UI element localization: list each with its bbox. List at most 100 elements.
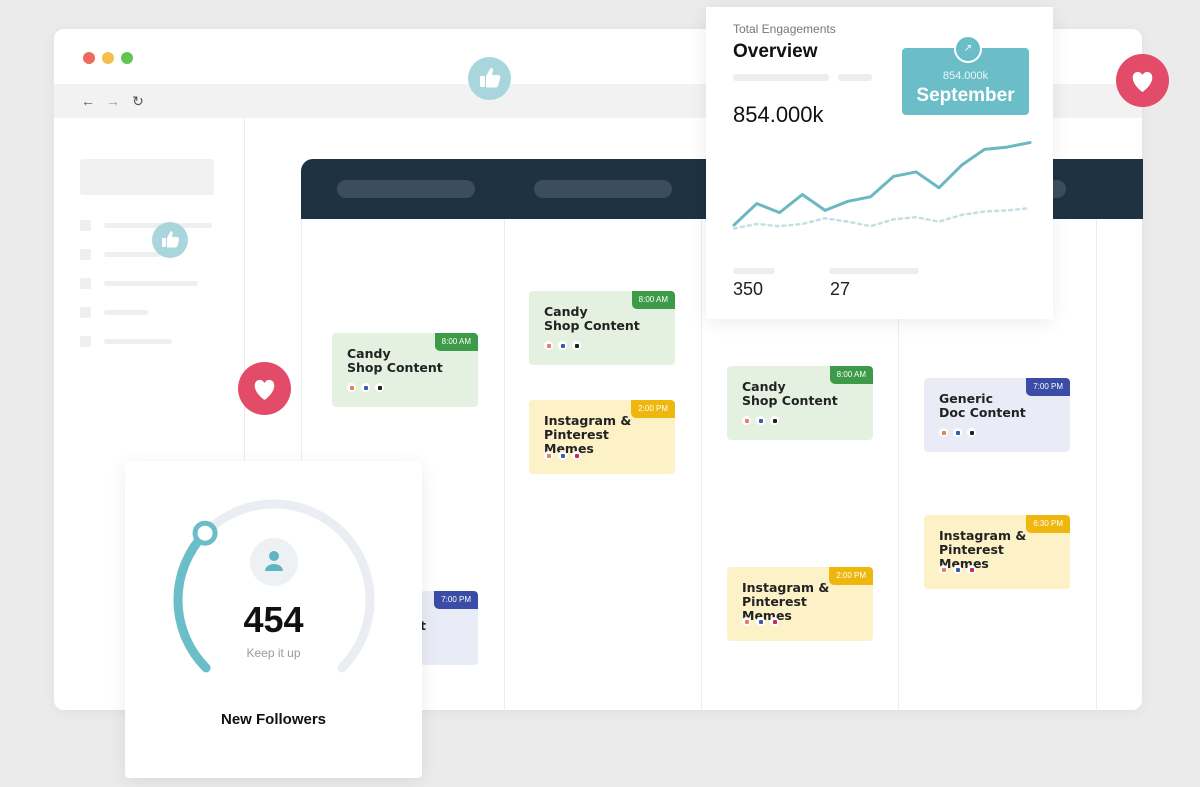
event-title: Candy Shop Content: [347, 346, 443, 375]
instagram-icon: [347, 383, 356, 392]
heart-icon: [238, 362, 291, 415]
followers-subtitle: Keep it up: [246, 646, 301, 660]
reload-icon[interactable]: ↻: [132, 93, 144, 109]
pinterest-icon: [967, 565, 976, 574]
user-icon: [265, 551, 283, 571]
thumbs-up-icon: [468, 57, 511, 100]
engagement-line-chart: [732, 141, 1032, 230]
followers-progress-gauge: [173, 499, 375, 673]
event-platform-icons: [939, 428, 976, 437]
event-time-badge: 6:30 PM: [1026, 515, 1070, 533]
minimize-window-button[interactable]: [102, 52, 114, 64]
event-title: Candy Shop Content: [742, 379, 838, 408]
pinterest-icon: [770, 617, 779, 626]
sidebar-divider: [244, 118, 245, 710]
followers-count: 454: [243, 599, 304, 640]
event-card[interactable]: Instagram & Pinterest Memes 2:00 PM: [529, 400, 675, 474]
tiktok-icon: [572, 341, 581, 350]
new-followers-card: 454 Keep it up New Followers: [125, 461, 422, 778]
event-card[interactable]: Generic Doc Content 7:00 PM: [924, 378, 1070, 452]
calendar-day-header-placeholder[interactable]: [534, 180, 672, 198]
instagram-icon: [544, 451, 553, 460]
trend-arrow-icon: ↗: [954, 35, 982, 63]
event-time-badge: 2:00 PM: [631, 400, 675, 418]
event-platform-icons: [742, 416, 779, 425]
event-title: Instagram & Pinterest Memes: [939, 528, 1027, 571]
event-card[interactable]: Candy Shop Content 8:00 AM: [727, 366, 873, 440]
sidebar-item-icon: [80, 307, 91, 318]
badge-value: 854.000k: [942, 70, 989, 82]
placeholder-bar: [829, 268, 919, 274]
forward-arrow-icon[interactable]: →: [106, 93, 120, 109]
calendar-day-header-placeholder[interactable]: [337, 180, 475, 198]
sidebar-item-placeholder[interactable]: [104, 281, 198, 286]
tiktok-icon: [375, 383, 384, 392]
overview-title: Overview: [733, 41, 818, 62]
event-time-badge: 2:00 PM: [829, 567, 873, 585]
instagram-icon: [544, 341, 553, 350]
series-line-secondary: [732, 206, 1032, 230]
heart-icon: [1116, 54, 1169, 107]
close-window-button[interactable]: [83, 52, 95, 64]
pinterest-icon: [572, 451, 581, 460]
event-card[interactable]: Candy Shop Content 8:00 AM: [332, 333, 478, 407]
maximize-window-button[interactable]: [121, 52, 133, 64]
placeholder-bar: [733, 74, 829, 81]
facebook-icon: [558, 451, 567, 460]
sidebar-header-placeholder: [80, 159, 214, 195]
facebook-icon: [756, 617, 765, 626]
placeholder-bar: [733, 268, 775, 274]
sidebar-item-icon: [80, 278, 91, 289]
placeholder-bar: [838, 74, 872, 81]
sidebar-item-placeholder[interactable]: [104, 310, 148, 315]
event-time-badge: 8:00 AM: [829, 366, 873, 384]
calendar-column-divider: [504, 219, 505, 710]
calendar-column-divider: [1096, 219, 1097, 710]
instagram-icon: [742, 617, 751, 626]
tiktok-icon: [770, 416, 779, 425]
calendar-column-divider: [898, 219, 899, 710]
facebook-icon: [756, 416, 765, 425]
sidebar-item-icon: [80, 249, 91, 260]
facebook-icon: [953, 428, 962, 437]
event-card[interactable]: Instagram & Pinterest Memes 2:00 PM: [727, 567, 873, 641]
stat-value: 27: [830, 279, 851, 299]
instagram-icon: [939, 565, 948, 574]
instagram-icon: [939, 428, 948, 437]
sidebar-item-placeholder[interactable]: [104, 339, 172, 344]
event-title: Generic Doc Content: [939, 391, 1026, 420]
event-time-badge: 7:00 PM: [434, 591, 478, 609]
facebook-icon: [361, 383, 370, 392]
facebook-icon: [953, 565, 962, 574]
event-title: t: [420, 618, 426, 633]
event-card[interactable]: Candy Shop Content 8:00 AM: [529, 291, 675, 365]
event-platform-icons: [544, 451, 581, 460]
event-time-badge: 8:00 AM: [434, 333, 478, 351]
badge-month: September: [916, 85, 1015, 106]
sidebar-item-icon: [80, 336, 91, 347]
event-platform-icons: [544, 341, 581, 350]
stat-value: 350: [733, 279, 764, 299]
event-card[interactable]: Instagram & Pinterest Memes 6:30 PM: [924, 515, 1070, 589]
event-platform-icons: [347, 383, 384, 392]
instagram-icon: [742, 416, 751, 425]
sidebar-item-placeholder[interactable]: [104, 252, 160, 257]
overview-value: 854.000k: [733, 102, 824, 127]
tiktok-icon: [967, 428, 976, 437]
series-line-primary: [732, 141, 1032, 227]
event-platform-icons: [939, 565, 976, 574]
followers-label: New Followers: [220, 711, 327, 728]
gauge-handle[interactable]: [192, 520, 218, 546]
thumbs-up-icon: [152, 222, 188, 258]
back-arrow-icon[interactable]: ←: [81, 93, 95, 109]
event-title: Instagram & Pinterest Memes: [544, 413, 632, 456]
event-title: Candy Shop Content: [544, 304, 640, 333]
facebook-icon: [558, 341, 567, 350]
sidebar-item-icon: [80, 220, 91, 231]
event-card[interactable]: t 7:00 PM: [420, 591, 478, 665]
overview-subtitle: Total Engagements: [733, 22, 836, 36]
event-title: Instagram & Pinterest Memes: [742, 580, 830, 623]
event-time-badge: 8:00 AM: [631, 291, 675, 309]
avatar: [250, 538, 298, 586]
overview-card: Total Engagements Overview 854.000k 854.…: [706, 7, 1053, 319]
